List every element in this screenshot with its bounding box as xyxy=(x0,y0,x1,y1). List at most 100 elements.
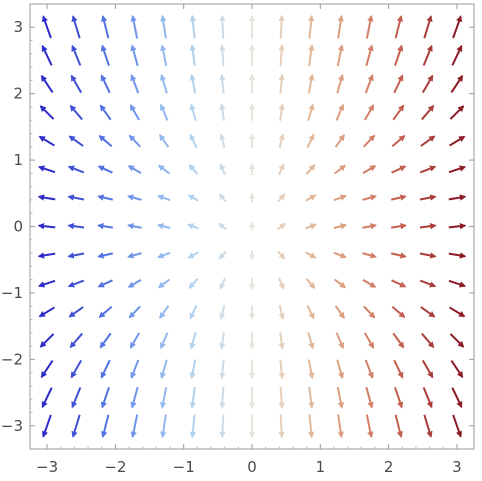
field-arrow xyxy=(70,359,83,379)
field-arrow xyxy=(448,165,467,174)
field-arrow xyxy=(67,165,85,174)
x-tick-label: 0 xyxy=(247,458,257,476)
field-arrow xyxy=(278,359,285,380)
field-arrow xyxy=(127,252,142,259)
field-arrow xyxy=(448,194,467,201)
field-arrow xyxy=(420,135,436,147)
field-arrow xyxy=(278,133,285,149)
field-arrow xyxy=(305,251,317,259)
field-arrow xyxy=(307,332,315,350)
field-arrow xyxy=(189,414,197,439)
field-arrow xyxy=(219,133,226,149)
field-arrow xyxy=(363,305,376,319)
field-arrow xyxy=(390,194,407,201)
field-arrow xyxy=(41,15,52,39)
field-arrow xyxy=(70,74,83,94)
x-tick-label: 2 xyxy=(384,458,394,476)
field-arrow xyxy=(394,414,404,439)
field-arrow xyxy=(449,105,465,120)
field-arrow xyxy=(305,194,317,202)
field-arrow xyxy=(308,386,315,409)
field-arrow xyxy=(419,222,437,230)
field-arrow xyxy=(69,104,83,121)
field-arrow xyxy=(278,304,285,320)
field-arrow xyxy=(362,223,378,230)
field-arrow xyxy=(419,194,437,201)
field-arrow xyxy=(307,14,315,39)
field-arrow xyxy=(100,387,110,409)
field-arrow xyxy=(37,222,56,230)
field-arrow xyxy=(278,163,285,176)
field-arrow xyxy=(71,414,81,438)
field-arrow xyxy=(365,414,374,439)
field-arrow xyxy=(127,279,142,288)
field-arrow xyxy=(99,332,112,349)
field-arrow xyxy=(333,223,348,230)
field-arrow xyxy=(187,194,199,202)
field-arrow xyxy=(189,359,197,380)
field-arrow xyxy=(41,387,53,409)
field-arrow xyxy=(419,165,437,174)
field-arrow xyxy=(362,279,377,288)
field-arrow xyxy=(160,414,167,439)
field-arrow xyxy=(219,163,226,176)
field-arrow xyxy=(219,359,226,380)
field-arrow xyxy=(99,104,112,121)
y-axis: −3 −2 −1 0 1 2 3 xyxy=(1,18,474,435)
field-arrow xyxy=(159,305,170,319)
field-arrow xyxy=(277,250,286,260)
field-arrow xyxy=(189,73,197,94)
field-arrow xyxy=(336,73,345,94)
field-arrow xyxy=(218,193,227,203)
field-arrow xyxy=(39,333,55,348)
field-arrow xyxy=(159,359,168,380)
field-arrow xyxy=(305,223,317,230)
field-arrow xyxy=(451,387,463,409)
field-arrow xyxy=(334,134,345,148)
field-arrow xyxy=(337,414,344,439)
field-arrow xyxy=(393,74,404,94)
field-arrow xyxy=(100,359,111,379)
field-arrow xyxy=(98,305,113,318)
field-arrow xyxy=(41,44,53,66)
field-arrow xyxy=(159,73,168,94)
field-arrow xyxy=(127,194,142,201)
field-arrow xyxy=(451,44,463,66)
field-arrow xyxy=(189,133,198,148)
field-arrow xyxy=(394,44,404,66)
field-arrow xyxy=(393,359,404,379)
field-arrow xyxy=(305,163,316,175)
field-arrow xyxy=(394,387,404,409)
y-tick-label: 3 xyxy=(13,18,23,36)
field-arrow xyxy=(278,277,285,290)
field-arrow xyxy=(128,305,141,319)
field-arrow xyxy=(38,135,55,147)
field-arrow xyxy=(67,222,85,230)
field-arrow xyxy=(100,44,110,66)
field-arrow xyxy=(219,73,226,94)
field-arrow xyxy=(126,223,142,230)
y-tick-label: 0 xyxy=(13,218,23,236)
field-arrow xyxy=(219,386,226,409)
field-arrow xyxy=(335,332,345,350)
field-arrow xyxy=(68,306,84,318)
field-arrow xyxy=(159,103,169,121)
field-arrow xyxy=(449,306,466,318)
field-arrow xyxy=(188,278,199,290)
field-arrow xyxy=(68,135,84,147)
field-arrow xyxy=(307,359,315,380)
field-arrow xyxy=(97,165,113,174)
field-arrow xyxy=(219,44,226,67)
field-arrow xyxy=(130,359,140,379)
field-arrow xyxy=(157,278,171,289)
field-arrow xyxy=(365,386,374,409)
field-arrow xyxy=(71,44,82,66)
field-arrow xyxy=(306,133,315,148)
field-arrow xyxy=(157,164,171,175)
field-arrow xyxy=(278,332,285,350)
field-arrow xyxy=(189,44,196,67)
field-arrow xyxy=(419,252,437,259)
field-arrow xyxy=(421,74,434,94)
field-arrow xyxy=(67,194,85,201)
field-arrow xyxy=(391,305,406,318)
